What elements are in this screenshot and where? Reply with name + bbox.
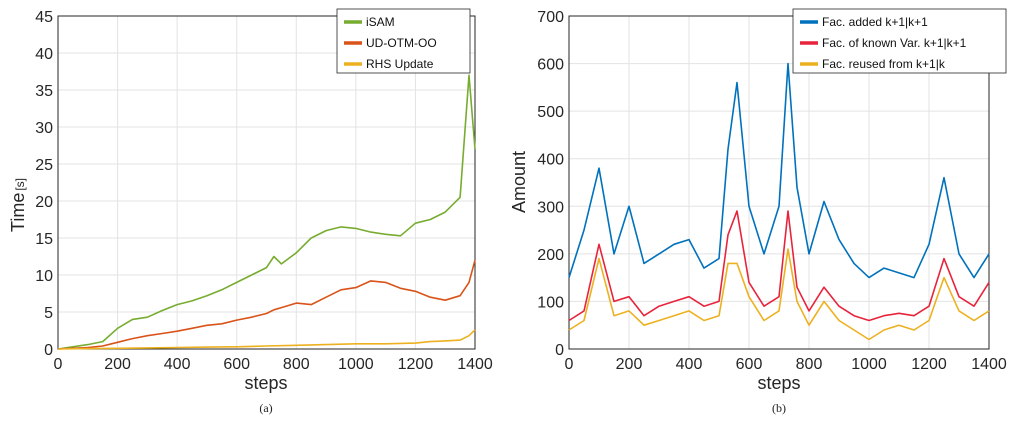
- chart-a: 0 200 400 600 800 1000 1200 1400 0 5 10 15 20 25 30 35…: [8, 8, 493, 415]
- chart-a-plot-area: [57, 15, 476, 350]
- chart-a-y-tick-label: 35: [35, 83, 53, 100]
- chart-a-y-tick-label: 10: [35, 268, 53, 285]
- chart-a-x-tick-label: 1200: [398, 356, 434, 373]
- chart-b-grid: [568, 15, 990, 350]
- chart-a-series-line-2: [57, 259, 476, 350]
- chart-b-x-label: steps: [757, 373, 800, 393]
- chart-a-x-tick-label: 800: [283, 356, 310, 373]
- chart-a-y-label-unit: [s]: [13, 178, 27, 191]
- chart-b-x-tick-label: 800: [796, 356, 823, 373]
- chart-a-series-line-3: [57, 329, 476, 350]
- chart-b-x-tick-label: 400: [676, 356, 703, 373]
- chart-b-legend: Fac. added k+1|k+1 Fac. of known Var. k+1…: [792, 8, 1007, 74]
- chart-b-series-line-3: [568, 248, 990, 341]
- chart-a-y-tick-label: 45: [35, 9, 53, 26]
- chart-b-y-tick-label: 0: [555, 342, 564, 359]
- chart-a-y-ticks: 0 5 10 15 20 25 30 35 40 45: [35, 9, 53, 359]
- chart-a-x-tick-label: 400: [164, 356, 191, 373]
- chart-b-plot-area: [568, 15, 990, 350]
- chart-a-legend: iSAM UD-OTM-OO RHS Update: [336, 8, 471, 74]
- chart-b-x-tick-label: 1200: [911, 356, 947, 373]
- chart-a-legend-label: UD-OTM-OO: [366, 36, 437, 50]
- chart-b-x-tick-label: 0: [565, 356, 574, 373]
- chart-b-caption: (b): [772, 401, 786, 415]
- chart-a-legend-label: iSAM: [366, 15, 395, 29]
- chart-b-x-tick-label: 600: [736, 356, 763, 373]
- chart-a-series-line-1: [57, 74, 476, 350]
- chart-a-y-tick-label: 15: [35, 231, 53, 248]
- chart-a-x-ticks: 0 200 400 600 800 1000 1200 1400: [54, 356, 493, 373]
- chart-b-y-label: Amount: [509, 151, 529, 213]
- chart-b-x-tick-label: 200: [616, 356, 643, 373]
- chart-a-x-tick-label: 1000: [338, 356, 374, 373]
- chart-a-y-tick-label: 40: [35, 46, 53, 63]
- chart-b-legend-box: [792, 8, 1007, 74]
- chart-a-y-tick-label: 0: [44, 342, 53, 359]
- chart-a-series: [57, 74, 476, 350]
- chart-a-y-tick-label: 25: [35, 157, 53, 174]
- chart-b-series: [568, 62, 990, 341]
- chart-b-legend-label: Fac. of known Var. k+1|k+1: [822, 36, 967, 50]
- chart-a-x-label: steps: [244, 373, 287, 393]
- chart-b-y-tick-label: 600: [537, 57, 564, 74]
- chart-a-y-tick-label: 5: [44, 305, 53, 322]
- chart-a-y-tick-label: 30: [35, 120, 53, 137]
- chart-b-x-tick-label: 1000: [851, 356, 887, 373]
- chart-b-series-line-1: [568, 62, 990, 279]
- chart-b-y-tick-label: 100: [537, 294, 564, 311]
- chart-b-y-tick-label: 300: [537, 199, 564, 216]
- chart-a-x-tick-label: 0: [54, 356, 63, 373]
- chart-b-legend-label: Fac. added k+1|k+1: [822, 15, 928, 29]
- chart-b-y-tick-label: 400: [537, 152, 564, 169]
- chart-a-y-label: Time [s]: [8, 178, 28, 232]
- chart-b-legend-label: Fac. reused from k+1|k: [822, 57, 946, 71]
- chart-b-y-tick-label: 700: [537, 9, 564, 26]
- chart-a-y-tick-label: 20: [35, 194, 53, 211]
- chart-a-legend-label: RHS Update: [366, 57, 434, 71]
- chart-b-y-tick-label: 200: [537, 247, 564, 264]
- chart-a-y-label-main: Time: [8, 193, 28, 232]
- chart-b-y-tick-label: 500: [537, 104, 564, 121]
- chart-a-x-tick-label: 600: [223, 356, 250, 373]
- chart-a-x-tick-label: 1400: [457, 356, 493, 373]
- chart-b: 0 200 400 600 800 1000 1200 1400 0 100 200 300 400 5…: [509, 8, 1007, 415]
- chart-a-x-tick-label: 200: [104, 356, 131, 373]
- chart-b-x-ticks: 0 200 400 600 800 1000 1200 1400: [565, 356, 1007, 373]
- chart-b-y-ticks: 0 100 200 300 400 500 600 700: [537, 9, 564, 359]
- chart-b-series-line-2: [568, 210, 990, 322]
- chart-a-caption: (a): [259, 401, 272, 415]
- chart-b-x-tick-label: 1400: [971, 356, 1007, 373]
